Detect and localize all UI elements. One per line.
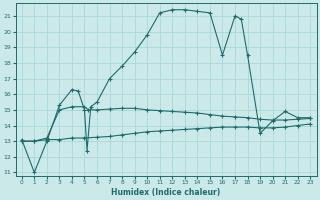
X-axis label: Humidex (Indice chaleur): Humidex (Indice chaleur) [111, 188, 221, 197]
